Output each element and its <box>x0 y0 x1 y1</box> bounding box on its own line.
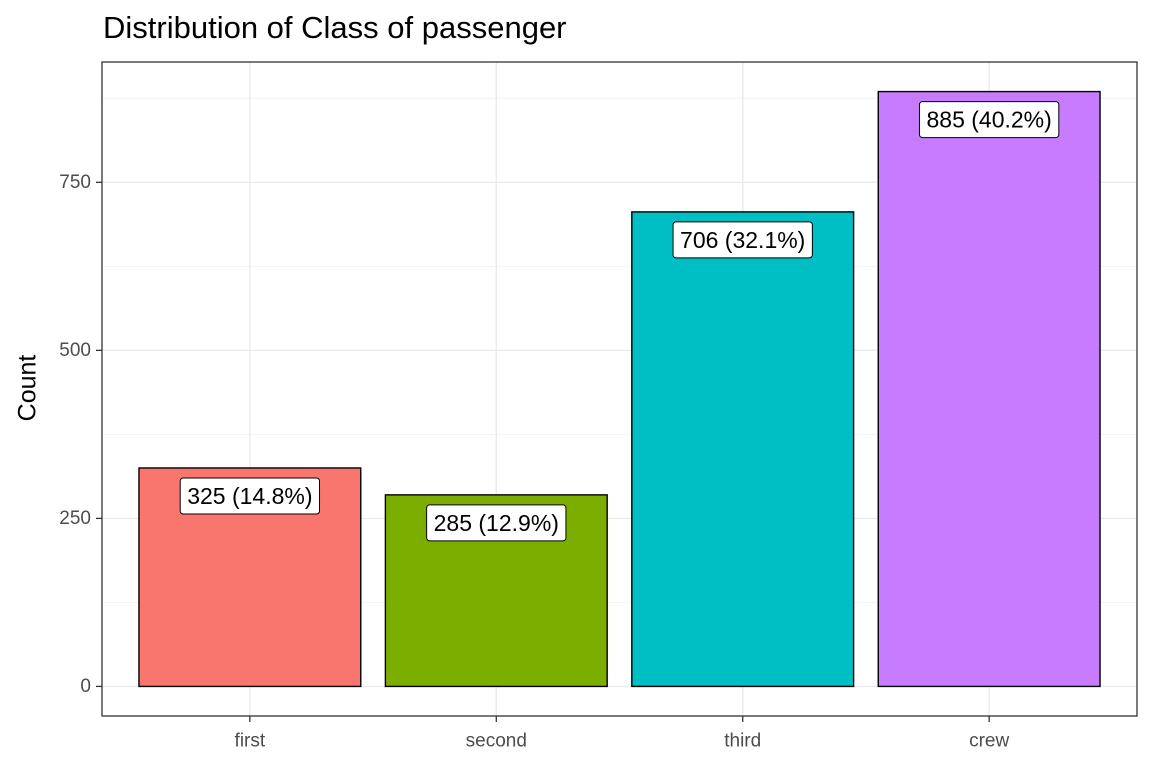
data-label-box <box>672 221 813 259</box>
x-tick-label-second: second <box>466 731 527 752</box>
data-label-box <box>918 101 1060 139</box>
data-labels: 325 (14.8%) 285 (12.9%) 706 (32.1%) 885 (40… <box>179 101 1060 542</box>
bar-crew <box>877 90 1101 688</box>
bars <box>138 90 1101 688</box>
data-label-text: 706 (32.1%) <box>680 227 805 253</box>
y-tick-label: 0 <box>80 676 91 697</box>
data-label-box <box>179 477 321 515</box>
axes: 0 250 500 750 first second third crew <box>59 172 1009 752</box>
data-label-third: 706 (32.1%) <box>672 221 813 259</box>
y-tick-label: 250 <box>59 508 91 529</box>
plot-border <box>101 61 1138 717</box>
data-label-second: 285 (12.9%) <box>426 504 567 542</box>
data-label-text: 325 (14.8%) <box>187 483 312 509</box>
data-label-text: 885 (40.2%) <box>926 107 1051 133</box>
data-label-box <box>426 504 567 542</box>
x-tick-label-first: first <box>235 731 266 752</box>
x-tick-label-third: third <box>724 731 761 752</box>
y-tick-label: 500 <box>59 340 91 361</box>
y-tick-label: 750 <box>59 172 91 193</box>
chart-title: Distribution of Class of passenger <box>103 10 567 45</box>
data-label-text: 285 (12.9%) <box>434 510 559 536</box>
bar-third <box>631 211 855 688</box>
data-label-first: 325 (14.8%) <box>179 477 321 515</box>
x-tick-label-crew: crew <box>969 731 1009 752</box>
data-label-crew: 885 (40.2%) <box>918 101 1060 139</box>
